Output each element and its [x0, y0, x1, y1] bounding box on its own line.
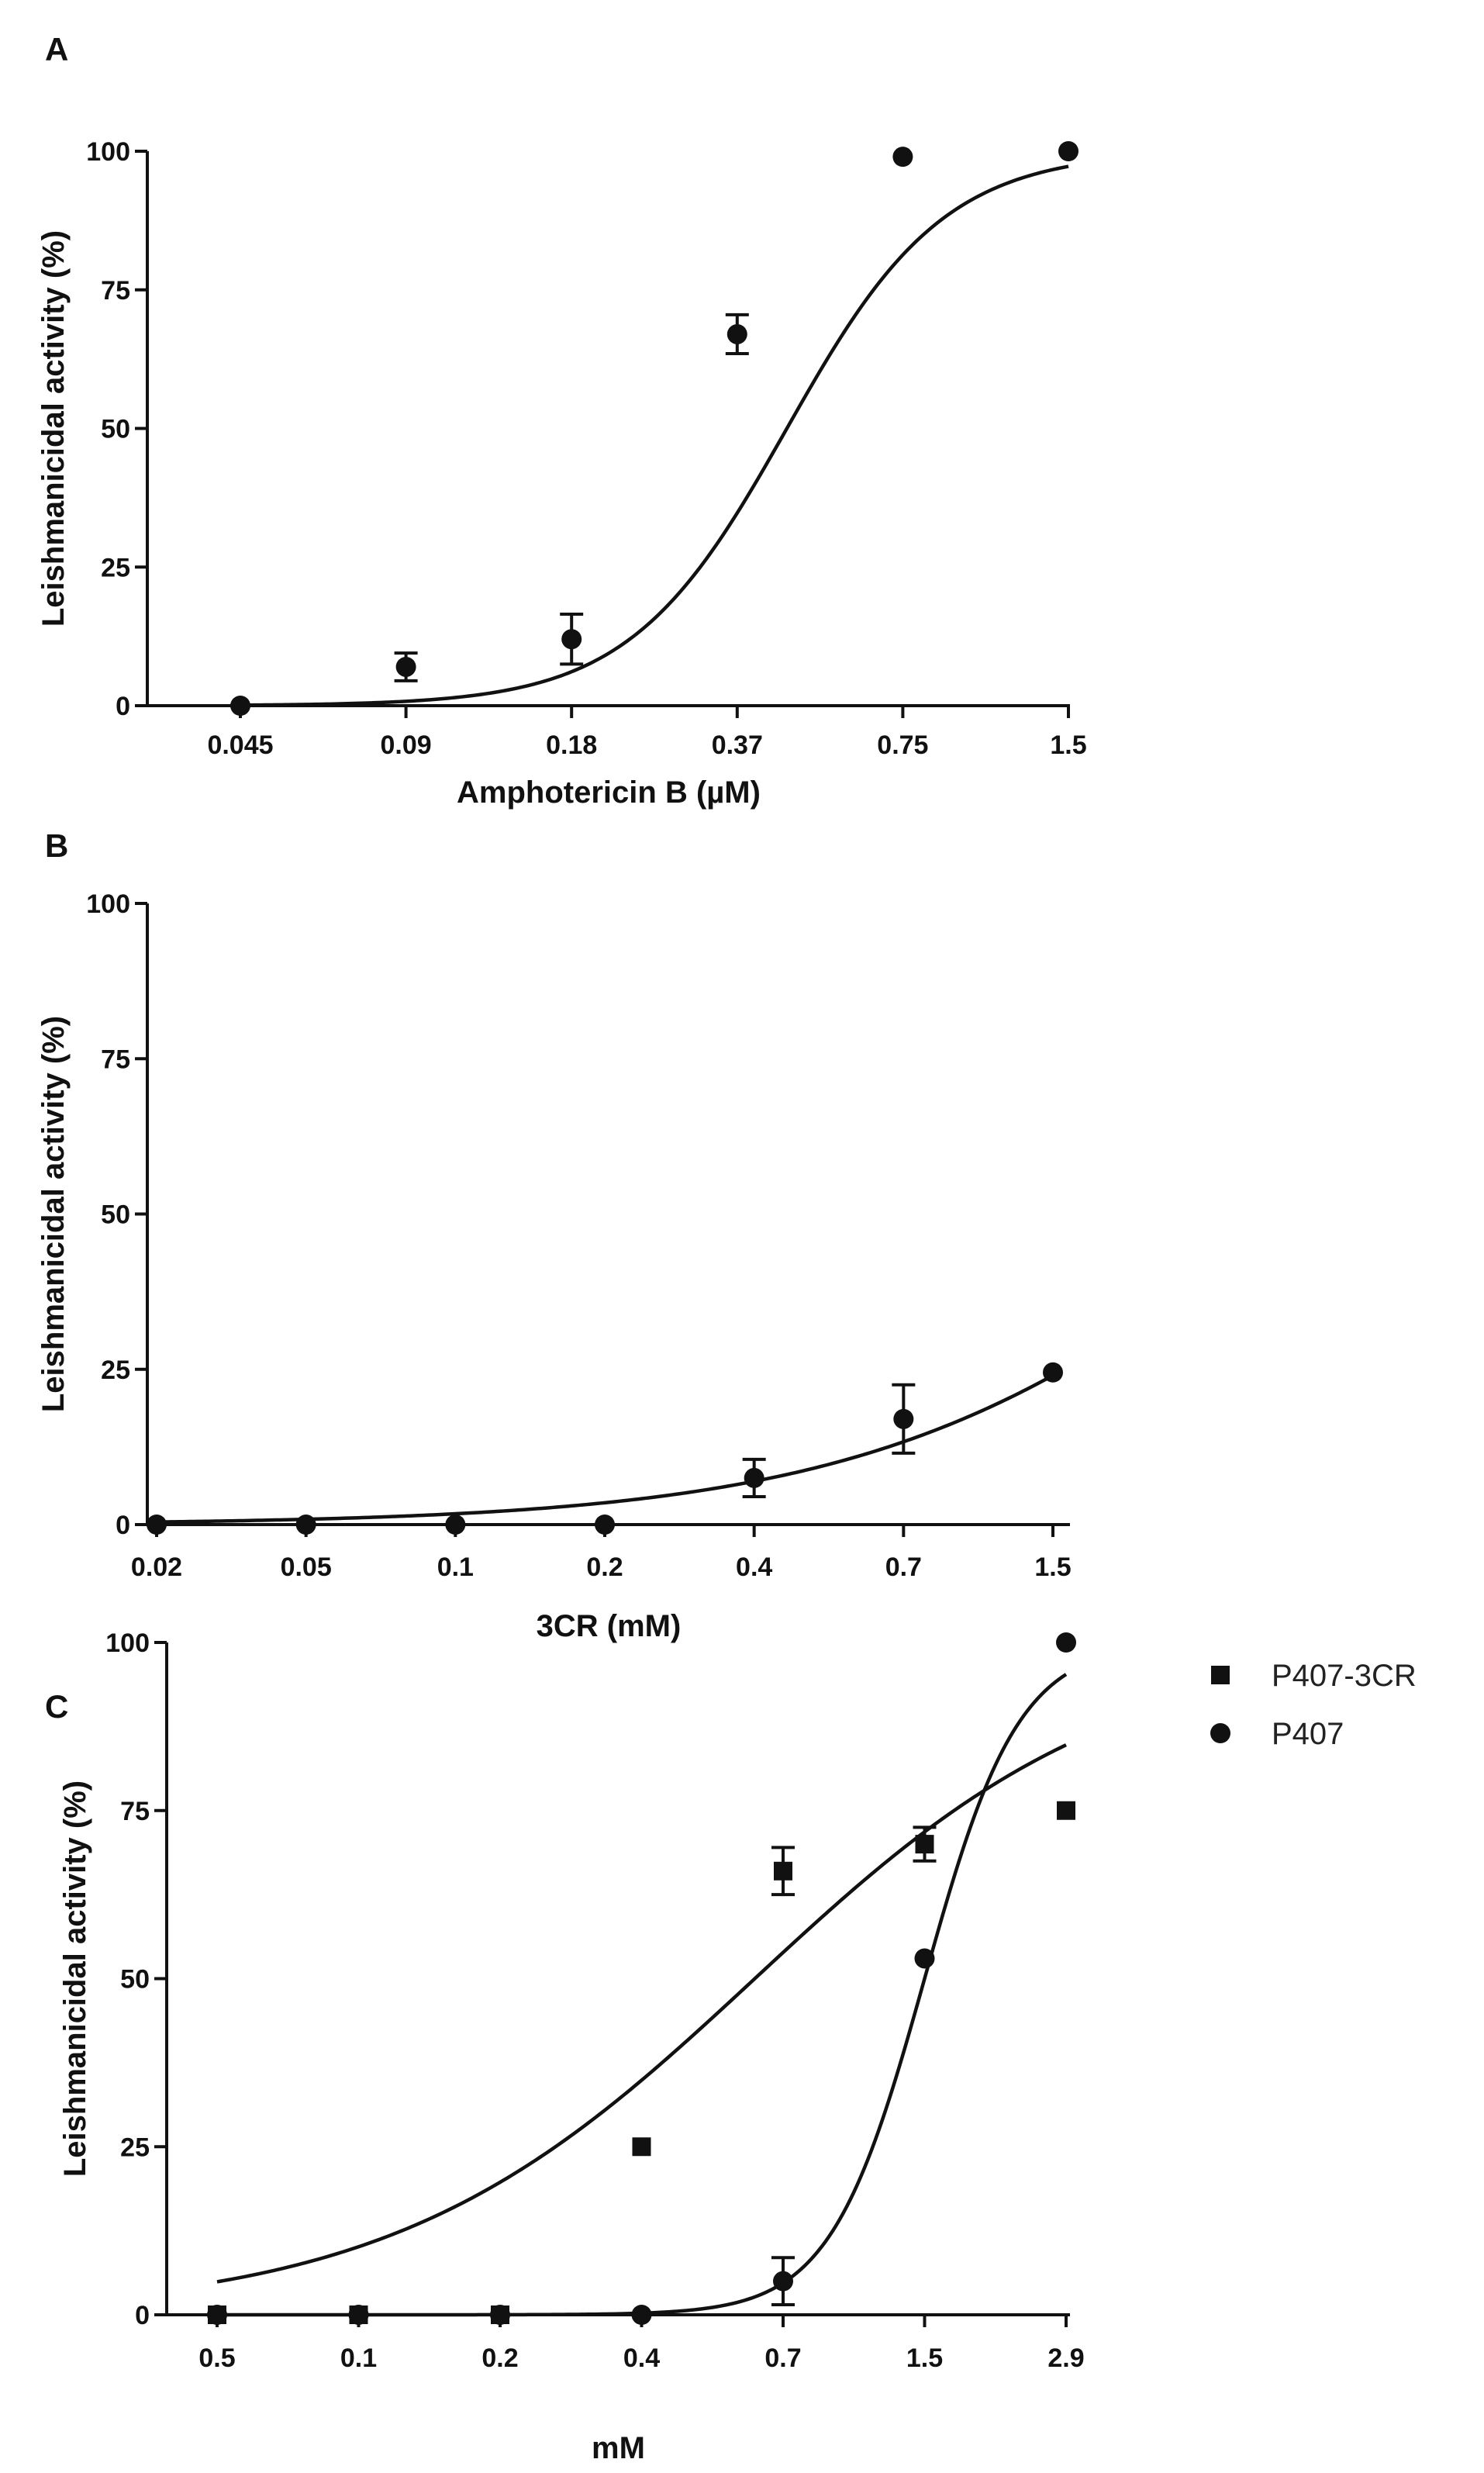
- y-tick-label: 0: [135, 2301, 150, 2330]
- x-tick-label: 0.1: [437, 1553, 474, 1582]
- panel-letter: C: [45, 1688, 68, 1725]
- y-tick-label: 25: [120, 2133, 150, 2162]
- y-tick-label: 75: [101, 1045, 130, 1074]
- x-tick-label: 0.7: [764, 2343, 801, 2373]
- x-tick-label: 0.75: [877, 731, 928, 760]
- data-point: [207, 2305, 227, 2325]
- series-amphotericin-b: [230, 141, 1078, 716]
- y-tick-label: 0: [116, 1511, 130, 1540]
- series-p407: [207, 1632, 1076, 2325]
- data-point: [893, 1408, 914, 1429]
- x-tick-label: 0.18: [546, 731, 597, 760]
- data-point: [395, 656, 416, 677]
- data-point: [915, 1835, 934, 1854]
- x-tick-label: 1.5: [1050, 731, 1086, 760]
- x-tick-label: 0.5: [198, 2343, 235, 2373]
- y-tick-label: 75: [101, 276, 130, 306]
- data-point: [348, 2305, 369, 2325]
- fit-curve: [240, 164, 1069, 707]
- y-axis-title: Leishmanicidal activity (%): [36, 1016, 71, 1412]
- legend-label: P407-3CR: [1272, 1659, 1417, 1693]
- x-tick-label: 0.045: [207, 731, 273, 760]
- data-point: [561, 629, 582, 650]
- x-axis-title: mM: [592, 2431, 645, 2465]
- x-tick-label: 0.4: [736, 1553, 772, 1582]
- y-tick-label: 100: [105, 1629, 150, 1658]
- x-tick-label: 0.7: [885, 1553, 922, 1582]
- x-axis-title: 3CR (mM): [537, 1609, 682, 1643]
- x-tick-label: 0.09: [381, 731, 432, 760]
- data-point: [892, 147, 913, 168]
- y-tick-label: 0: [116, 692, 130, 721]
- x-tick-label: 0.2: [481, 2343, 518, 2373]
- chart-panel-a: A 0 25 50 75 100 0.045 0.09 0.18 0.37 0.75 1.5 Ampho…: [36, 31, 1087, 810]
- data-point: [744, 1467, 764, 1488]
- data-point: [595, 1515, 615, 1535]
- x-tick-label: 0.1: [340, 2343, 377, 2373]
- x-tick-label: 0.02: [131, 1553, 182, 1582]
- data-point: [147, 1515, 167, 1535]
- x-axis-title: Amphotericin B (µM): [457, 775, 761, 810]
- x-tick-label: 0.2: [586, 1553, 623, 1582]
- chart-root: A 0 25 50 75 100 0.045 0.09 0.18 0.37 0.75 1.5 Ampho…: [36, 31, 1417, 2465]
- y-tick-label: 25: [101, 1356, 130, 1385]
- series-3cr: [147, 1362, 1063, 1535]
- legend-label: P407: [1272, 1717, 1344, 1751]
- data-point: [445, 1515, 466, 1535]
- data-point: [774, 1861, 792, 1881]
- data-point: [631, 2305, 652, 2325]
- x-tick-label: 0.05: [281, 1553, 332, 1582]
- y-tick-label: 50: [101, 1200, 130, 1230]
- data-point: [1058, 141, 1078, 161]
- panel-letter: B: [45, 827, 68, 864]
- legend: P407-3CR P407: [1210, 1659, 1417, 1751]
- chart-panel-b: B 0 25 50 75 100 0.02 0.05 0.1 0.2 0.4 0.7 1.5 3CR (m…: [36, 827, 1072, 1643]
- data-point: [230, 696, 250, 716]
- data-point: [1043, 1362, 1063, 1383]
- x-tick-label: 2.9: [1047, 2343, 1084, 2373]
- data-point: [632, 2137, 651, 2157]
- y-tick-label: 100: [86, 137, 130, 167]
- data-point: [914, 1948, 935, 1969]
- x-tick-label: 1.5: [1034, 1553, 1071, 1582]
- data-point: [295, 1515, 316, 1535]
- x-tick-label: 0.37: [712, 731, 763, 760]
- data-point: [773, 2271, 793, 2292]
- data-point: [1057, 1801, 1075, 1820]
- data-point: [1056, 1632, 1076, 1653]
- x-tick-label: 0.4: [623, 2343, 660, 2373]
- panel-letter: A: [45, 31, 68, 67]
- data-point: [490, 2305, 510, 2325]
- y-axis-title: Leishmanicidal activity (%): [36, 230, 71, 627]
- y-tick-label: 25: [101, 553, 130, 582]
- data-point: [726, 323, 747, 344]
- x-tick-label: 1.5: [906, 2343, 943, 2373]
- legend-marker: [1211, 1666, 1230, 1684]
- y-tick-label: 50: [120, 1965, 150, 1995]
- y-axis-title: Leishmanicidal activity (%): [58, 1780, 92, 2177]
- y-tick-label: 75: [120, 1797, 150, 1826]
- y-tick-label: 50: [101, 415, 130, 444]
- y-tick-label: 100: [86, 889, 130, 919]
- chart-panel-c: C 0 25 50 75 100 0.5 0.1 0.2 0.4 0.7 1.5 2.9 mM Leishm…: [45, 1629, 1417, 2465]
- legend-marker: [1210, 1723, 1230, 1743]
